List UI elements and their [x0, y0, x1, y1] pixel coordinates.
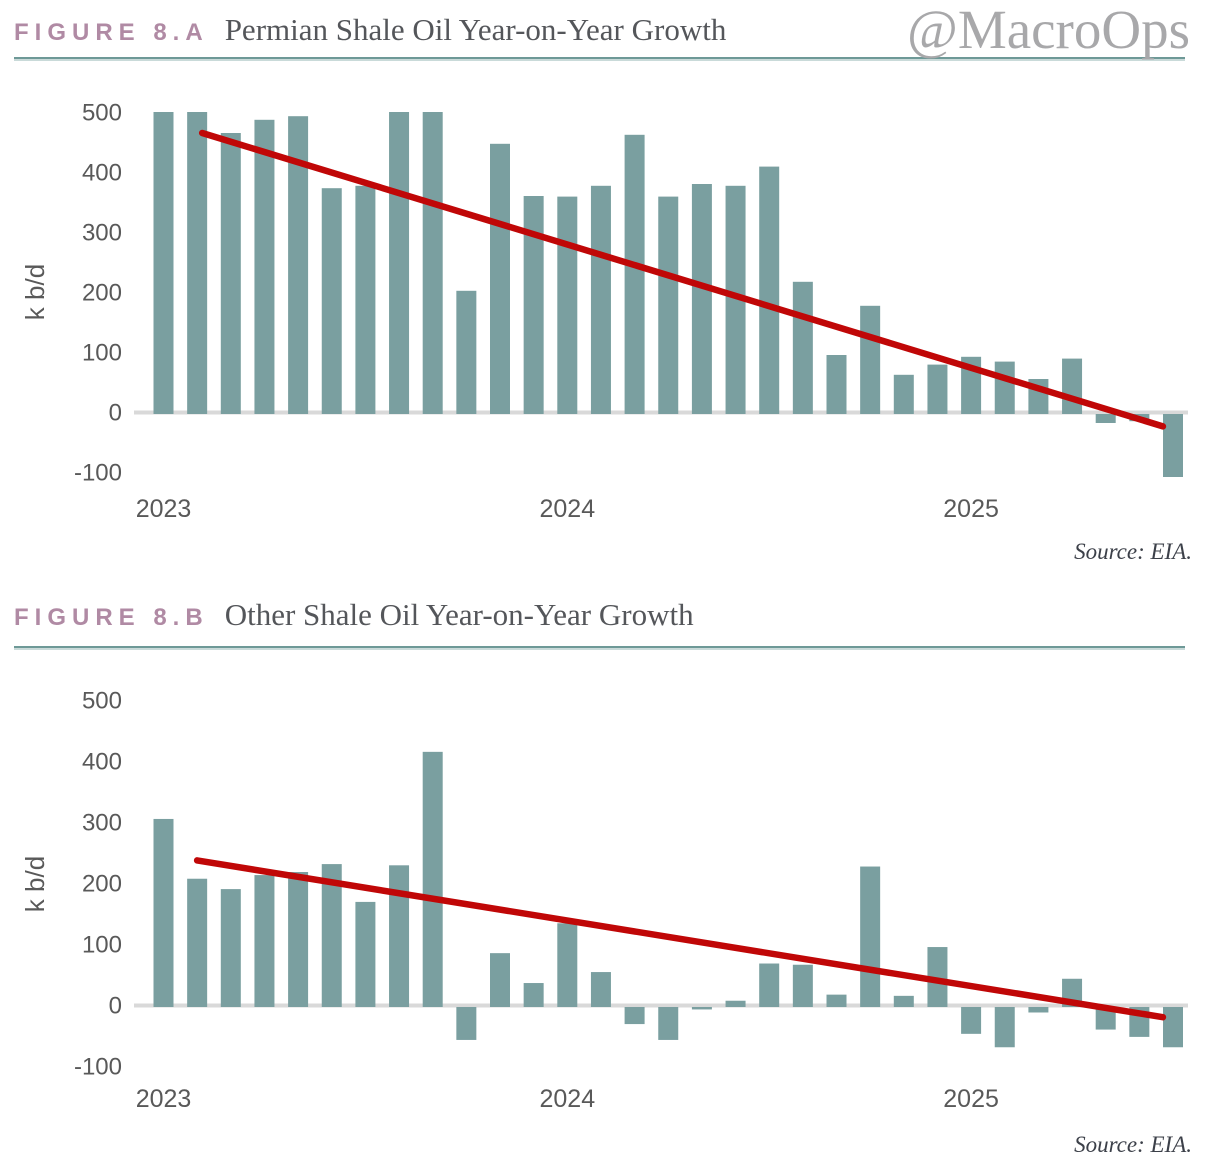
- chart-b-bar-2024-04: [658, 1007, 679, 1040]
- chart-b-bar-2023-07: [355, 901, 376, 1007]
- chart-a-bar-2024-03: [624, 134, 645, 415]
- chart-a-bar-2024-04: [658, 196, 679, 414]
- chart-b-bar-2024-12: [927, 947, 948, 1007]
- chart-a-bar-2024-09: [826, 355, 847, 414]
- chart-a-ytick-400: 400: [82, 160, 122, 187]
- chart-a-bar-2024-07: [759, 166, 780, 414]
- chart-b-zero-line: [134, 1003, 1188, 1008]
- chart-a-ytick-100: 100: [82, 340, 122, 367]
- chart-b-bar-2024-03: [624, 1007, 645, 1025]
- chart-b-bar-2023-11: [490, 953, 510, 1007]
- chart-b-ytick-200: 200: [82, 871, 122, 898]
- chart-a-bar-2023-02: [187, 112, 208, 414]
- figure-b-header: FIGURE 8.B Other Shale Oil Year-on-Year …: [14, 597, 694, 633]
- chart-a-bar-2024-10: [860, 305, 881, 414]
- chart-a-ytick-0: 0: [109, 400, 122, 427]
- chart-a-bar-2023-10: [456, 290, 477, 414]
- chart-b-bar-2025-07: [1163, 1007, 1183, 1048]
- chart-b-ytick-500: 500: [82, 688, 122, 715]
- chart-b-bar-2024-02: [590, 972, 611, 1007]
- chart-b-bar-2024-08: [792, 964, 813, 1007]
- chart-a-xtick-2023: 2023: [136, 495, 192, 523]
- chart-a-bar-2023-11: [490, 143, 510, 415]
- chart-a-bar-2023-04: [254, 119, 275, 415]
- chart-a-ytick-500: 500: [82, 100, 122, 127]
- figure-b-title: Other Shale Oil Year-on-Year Growth: [224, 597, 694, 632]
- chart-b-bar-2023-03: [220, 889, 241, 1007]
- chart-b-bar-2023-09: [422, 751, 443, 1007]
- chart-b-bar-2024-07: [759, 963, 780, 1007]
- chart-b-bar-2023-12: [523, 983, 544, 1007]
- chart-b-ytick-300: 300: [82, 810, 122, 837]
- chart-b-bar-2024-10: [860, 866, 881, 1007]
- chart-b-bar-2025-02: [994, 1007, 1015, 1048]
- figure-a-title: Permian Shale Oil Year-on-Year Growth: [224, 12, 727, 47]
- chart-b-bar-2023-08: [389, 865, 410, 1007]
- figure-a-header-rule: [14, 57, 1185, 59]
- chart-b-bar-2025-05: [1095, 1007, 1116, 1030]
- figure-a-label: FIGURE 8.A: [14, 19, 209, 46]
- chart-a-bar-2024-06: [725, 185, 746, 414]
- chart-b-bar-2024-11: [893, 995, 914, 1007]
- chart-b-ytick-100: 100: [82, 932, 122, 959]
- chart-a-bar-2025-05: [1095, 414, 1116, 423]
- chart-a-bar-2024-08: [792, 281, 813, 414]
- chart-a-ylabel: k b/d: [20, 264, 50, 320]
- chart-a-bar-2024-01: [557, 196, 578, 414]
- chart-a-bar-2024-05: [691, 184, 712, 414]
- chart-b-trend-line: [193, 857, 1167, 1021]
- figure-a-header: FIGURE 8.A Permian Shale Oil Year-on-Yea…: [14, 12, 726, 48]
- chart-b-ytick-0: 0: [109, 993, 122, 1020]
- chart-a-ytick--100: -100: [74, 460, 122, 487]
- chart-b-bar-2024-05: [691, 1007, 712, 1010]
- chart-b-bar-2024-09: [826, 994, 847, 1007]
- figure-a-source: Source: EIA.: [1074, 539, 1192, 564]
- figure-b-header-rule: [14, 646, 1185, 648]
- figure-b-label: FIGURE 8.B: [14, 604, 209, 631]
- chart-a-bar-2025-04: [1062, 358, 1083, 414]
- chart-a-bar-2023-09: [422, 112, 443, 414]
- chart-b-xtick-2025: 2025: [943, 1085, 999, 1113]
- chart-b-bar-2023-01: [153, 818, 174, 1007]
- chart-a-bar-2023-06: [321, 188, 342, 414]
- chart-a-bar-2023-03: [220, 133, 241, 414]
- chart-b-xtick-2024: 2024: [539, 1085, 595, 1113]
- chart-a-bar-2023-07: [355, 185, 376, 414]
- chart-b-ytick--100: -100: [74, 1054, 122, 1081]
- chart-b-xtick-2023: 2023: [136, 1085, 192, 1113]
- chart-a-bar-2025-02: [994, 361, 1015, 414]
- chart-b-bar-2023-04: [254, 875, 275, 1007]
- chart-a-bar-2023-08: [389, 112, 410, 414]
- chart-a-trend-line: [198, 129, 1167, 430]
- chart-b-bar-2024-06: [725, 1000, 746, 1007]
- chart-b-bar-2023-02: [187, 878, 208, 1007]
- chart-a-xtick-2024: 2024: [539, 495, 595, 523]
- chart-a-bar-2023-05: [288, 116, 309, 414]
- chart-a-bar-2023-12: [523, 196, 544, 414]
- watermark: @MacroOps: [907, 0, 1190, 60]
- chart-a-xtick-2025: 2025: [943, 495, 999, 523]
- chart-b-bar-2024-01: [557, 923, 578, 1007]
- chart-a-bar-2024-12: [927, 364, 948, 414]
- chart-a-bar-2023-01: [153, 112, 174, 414]
- chart-b-bar-2023-05: [288, 872, 309, 1007]
- chart-a-bar-2024-11: [893, 374, 914, 414]
- chart-b-ytick-400: 400: [82, 749, 122, 776]
- chart-b-ylabel: k b/d: [20, 856, 50, 912]
- chart-b-bar-2023-10: [456, 1007, 477, 1040]
- chart-a-bar-2024-02: [590, 185, 611, 414]
- chart-b-bar-2025-01: [961, 1007, 982, 1034]
- chart-b-bar-2025-03: [1028, 1007, 1049, 1013]
- chart-a-bar-2025-07: [1163, 414, 1183, 477]
- figure-b-source: Source: EIA.: [1074, 1132, 1192, 1157]
- chart-a-ytick-200: 200: [82, 280, 122, 307]
- chart-a-ytick-300: 300: [82, 220, 122, 247]
- chart-b-bar-2023-06: [321, 864, 342, 1007]
